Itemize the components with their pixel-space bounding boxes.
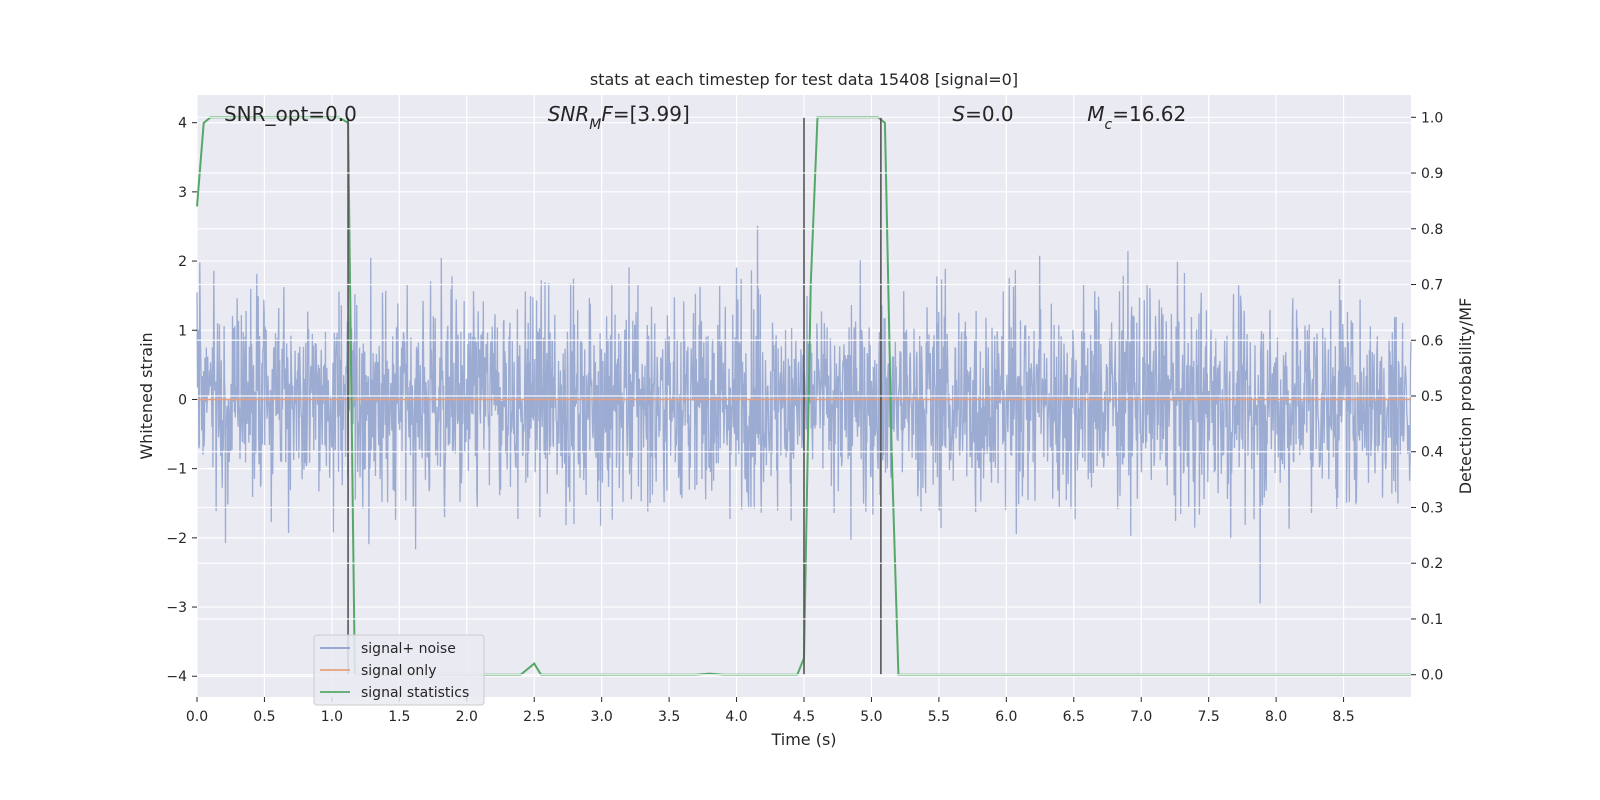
x-tick-label: 0.5 — [253, 709, 275, 725]
y2-axis-ticks: 1.0 0.9 0.8 0.7 0.6 0.5 0.4 0.3 0.2 0.1 0.0 — [1411, 110, 1443, 684]
legend-entry: signal+ noise — [361, 641, 456, 657]
annotations: SNR_opt=0.0 SNRMF=[3.99] S=0.0 Mc=16.62 — [224, 102, 1186, 133]
x-tick-label: 6.0 — [995, 709, 1017, 725]
annotation: Mc=16.62 — [1087, 102, 1186, 133]
y2-tick-label: 0.1 — [1421, 612, 1443, 628]
y-tick-label: 3 — [178, 185, 187, 201]
x-tick-label: 1.0 — [321, 709, 343, 725]
legend-box — [313, 634, 485, 706]
legend: signal+ noise signal only signal statistic… — [313, 634, 485, 706]
y-axis-ticks: 4 3 2 1 0 −1 −2 −3 −4 — [166, 116, 197, 685]
x-tick-label: 6.5 — [1063, 709, 1085, 725]
y-axis-label: Whitened strain — [137, 332, 156, 459]
x-tick-label: 3.0 — [591, 709, 613, 725]
x-tick-label: 2.5 — [523, 709, 545, 725]
y2-tick-label: 0.0 — [1421, 668, 1443, 684]
y2-tick-label: 0.9 — [1421, 166, 1443, 182]
x-tick-label: 0.0 — [186, 709, 208, 725]
annotation: SNR_opt=0.0 — [224, 102, 357, 126]
x-tick-label: 8.0 — [1265, 709, 1287, 725]
annotation: S=0.0 — [952, 102, 1013, 126]
y2-tick-label: 0.4 — [1421, 445, 1443, 461]
x-axis-ticks: 0.0 0.5 1.0 1.5 2.0 2.5 3.0 3.5 4.0 4.5 5.0 5.5 6.0 6… — [186, 697, 1355, 725]
y-tick-label: −3 — [166, 600, 187, 616]
y2-tick-label: 0.5 — [1421, 389, 1443, 405]
x-tick-label: 8.5 — [1332, 709, 1354, 725]
legend-entry: signal statistics — [361, 685, 469, 701]
y2-tick-label: 1.0 — [1421, 110, 1443, 126]
x-tick-label: 3.5 — [658, 709, 680, 725]
x-tick-label: 4.5 — [793, 709, 815, 725]
y2-tick-label: 0.6 — [1421, 333, 1443, 349]
y-tick-label: −2 — [166, 531, 187, 547]
x-tick-label: 4.0 — [725, 709, 747, 725]
x-tick-label: 5.0 — [860, 709, 882, 725]
y-tick-label: −4 — [166, 669, 187, 685]
x-tick-label: 1.5 — [388, 709, 410, 725]
y2-tick-label: 0.3 — [1421, 500, 1443, 516]
y-tick-label: −1 — [166, 462, 187, 478]
y2-tick-label: 0.8 — [1421, 222, 1443, 238]
y-tick-label: 2 — [178, 254, 187, 270]
annotation: SNRMF=[3.99] — [548, 102, 690, 133]
y-tick-label: 4 — [178, 116, 187, 132]
y-tick-label: 1 — [178, 323, 187, 339]
y2-tick-label: 0.7 — [1421, 278, 1443, 294]
x-tick-label: 7.0 — [1130, 709, 1152, 725]
right-grid — [197, 116, 1411, 676]
chart-title: stats at each timestep for test data 154… — [590, 70, 1018, 89]
y2-axis-label: Detection probability/MF — [1456, 298, 1475, 495]
x-axis-label: Time (s) — [770, 730, 836, 749]
legend-entry: signal only — [361, 663, 436, 679]
y-tick-label: 0 — [178, 392, 187, 408]
x-tick-label: 2.0 — [456, 709, 478, 725]
y2-tick-label: 0.2 — [1421, 556, 1443, 572]
x-tick-label: 5.5 — [928, 709, 950, 725]
x-tick-label: 7.5 — [1198, 709, 1220, 725]
